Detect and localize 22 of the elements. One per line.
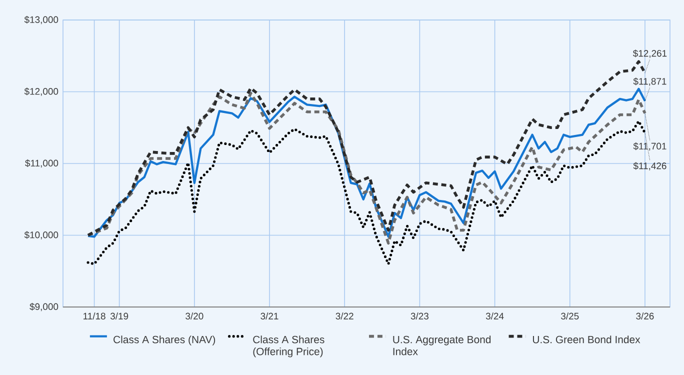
y-tick-label: $13,000	[24, 16, 58, 24]
x-tick-label: 3/24	[486, 312, 504, 320]
y-tick-label: $9,000	[30, 302, 58, 312]
y-tick-label: $10,000	[24, 231, 58, 240]
x-tick-label: 3/21	[260, 312, 278, 320]
legend-label: Class A Shares (Offering Price)	[253, 336, 324, 358]
x-tick-label: 3/19	[110, 312, 128, 320]
annotation: $11,871	[633, 78, 666, 86]
x-tick-label: 11/18	[84, 312, 106, 320]
y-tick-label: $12,000	[24, 88, 58, 96]
x-tick-label: 3/22	[336, 312, 354, 320]
x-tick-label: 3/26	[636, 312, 654, 320]
annotation: $12,261	[632, 50, 667, 58]
legend-label: U.S. Green Bond Index	[532, 336, 640, 344]
annotation: $11,426	[633, 162, 666, 170]
x-tick-label: 3/25	[561, 312, 579, 320]
legend-label: Class A Shares (NAV)	[114, 336, 216, 346]
y-tick-label: $11,000	[25, 159, 58, 168]
legend-label: U.S. Aggregate Bond Index	[393, 336, 491, 356]
x-tick-label: 3/20	[186, 312, 204, 320]
annotation: $11,701	[633, 142, 666, 151]
x-tick-label: 3/23	[410, 312, 428, 320]
